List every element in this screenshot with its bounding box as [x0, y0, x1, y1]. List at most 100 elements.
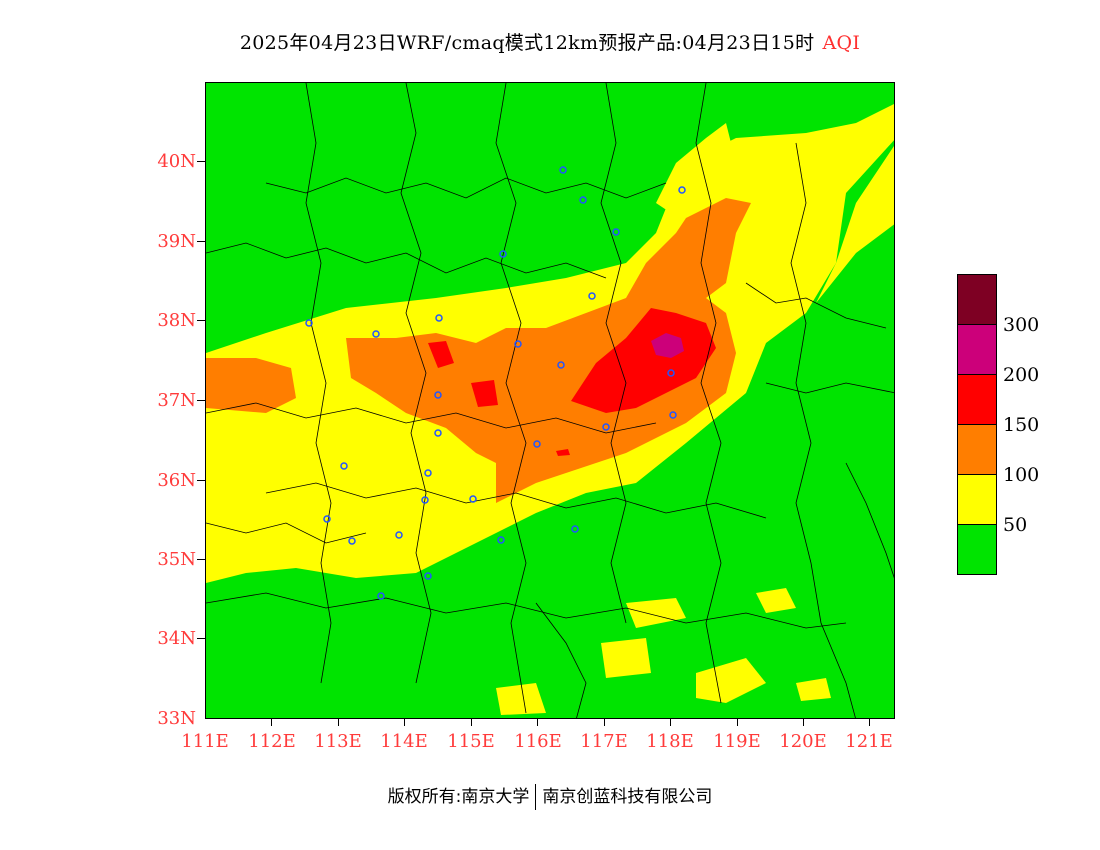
- city-marker: [557, 361, 565, 369]
- lat-tick: [197, 559, 205, 560]
- lon-label: 120E: [779, 731, 827, 752]
- city-marker: [612, 228, 620, 236]
- city-marker: [579, 196, 587, 204]
- legend-label: 100: [1003, 464, 1040, 486]
- lon-tick: [803, 719, 804, 726]
- city-marker: [395, 531, 403, 539]
- city-marker: [669, 411, 677, 419]
- lon-tick: [404, 719, 405, 726]
- moderate-zone-blob-1: [626, 598, 686, 628]
- legend-label: 50: [1003, 514, 1028, 536]
- legend-swatch-unhealthy: [957, 374, 997, 425]
- lat-label: 36N: [157, 470, 196, 491]
- lon-label: 112E: [248, 731, 296, 752]
- variable-label: AQI: [822, 32, 861, 54]
- moderate-zone-blob-5: [796, 678, 831, 701]
- lat-label: 37N: [157, 390, 196, 411]
- lat-label: 38N: [157, 310, 196, 331]
- lon-label: 111E: [181, 731, 229, 752]
- unhealthy-zone-south: [556, 449, 570, 456]
- lon-label: 121E: [845, 731, 893, 752]
- lat-tick: [197, 241, 205, 242]
- city-marker: [424, 469, 432, 477]
- city-marker: [434, 391, 442, 399]
- city-marker: [305, 319, 313, 327]
- moderate-zone-blob-6: [496, 683, 546, 715]
- city-marker: [602, 423, 610, 431]
- moderate-zone-east-strip: [816, 146, 894, 303]
- aqi-map: [205, 82, 895, 719]
- city-marker: [421, 496, 429, 504]
- city-marker: [678, 186, 686, 194]
- city-marker: [434, 429, 442, 437]
- lon-tick: [737, 719, 738, 726]
- city-marker: [571, 525, 579, 533]
- title-text: 2025年04月23日WRF/cmaq模式12km预报产品:04月23日15时: [239, 32, 815, 54]
- city-marker: [348, 537, 356, 545]
- city-marker: [499, 250, 507, 258]
- moderate-zone-blob-3: [696, 658, 766, 703]
- lon-tick: [537, 719, 538, 726]
- city-markers: [305, 166, 686, 600]
- city-marker: [497, 536, 505, 544]
- city-marker: [377, 592, 385, 600]
- moderate-zone-north: [656, 123, 736, 223]
- lon-label: 116E: [514, 731, 562, 752]
- lat-tick: [197, 480, 205, 481]
- city-marker: [533, 440, 541, 448]
- unhealthy-zone-west-2: [471, 380, 498, 407]
- city-marker: [469, 495, 477, 503]
- lon-label: 117E: [580, 731, 628, 752]
- copyright-footer: 版权所有:南京大学 南京创蓝科技有限公司: [0, 782, 1100, 810]
- lat-label: 39N: [157, 231, 196, 252]
- admin-boundaries: [206, 83, 894, 718]
- city-marker: [372, 330, 380, 338]
- lon-tick: [869, 719, 870, 726]
- city-marker: [588, 292, 596, 300]
- lat-tick: [197, 161, 205, 162]
- usg-zone-west: [206, 358, 296, 413]
- city-marker: [435, 314, 443, 322]
- legend-swatch-good: [957, 524, 997, 575]
- lat-label: 40N: [157, 151, 196, 172]
- lon-tick: [271, 719, 272, 726]
- usg-zone-main: [346, 198, 751, 503]
- legend-swatch-usg: [957, 424, 997, 475]
- lon-tick: [471, 719, 472, 726]
- lon-tick: [670, 719, 671, 726]
- very-unhealthy-zone: [651, 333, 684, 358]
- city-marker: [514, 340, 522, 348]
- city-marker: [559, 166, 567, 174]
- city-marker: [340, 462, 348, 470]
- legend-label: 150: [1003, 414, 1040, 436]
- lat-tick: [197, 638, 205, 639]
- moderate-zone-blob-4: [756, 588, 796, 613]
- map-title: 2025年04月23日WRF/cmaq模式12km预报产品:04月23日15时 A…: [0, 28, 1100, 55]
- legend-label: 200: [1003, 364, 1040, 386]
- legend-swatch-very-unhealthy: [957, 324, 997, 375]
- legend-swatch-hazardous: [957, 274, 997, 325]
- lat-label: 35N: [157, 549, 196, 570]
- lon-label: 118E: [646, 731, 694, 752]
- footer-divider: [535, 784, 537, 810]
- city-marker: [323, 515, 331, 523]
- unhealthy-zone-main: [571, 308, 716, 413]
- moderate-zone-blob-2: [601, 638, 651, 678]
- aqi-map-svg: [206, 83, 894, 718]
- lat-tick: [197, 400, 205, 401]
- city-marker: [424, 572, 432, 580]
- lat-label: 33N: [157, 708, 196, 729]
- city-marker: [667, 369, 675, 377]
- lon-label: 113E: [314, 731, 362, 752]
- lon-tick: [338, 719, 339, 726]
- copyright-right: 南京创蓝科技有限公司: [542, 787, 713, 807]
- lon-tick: [604, 719, 605, 726]
- lon-label: 115E: [447, 731, 495, 752]
- lat-tick: [197, 320, 205, 321]
- lat-label: 34N: [157, 628, 196, 649]
- lon-label: 114E: [380, 731, 428, 752]
- copyright-left: 版权所有:南京大学: [387, 787, 530, 807]
- lon-label: 119E: [713, 731, 761, 752]
- unhealthy-zone-west-1: [428, 341, 454, 368]
- legend-swatch-moderate: [957, 474, 997, 525]
